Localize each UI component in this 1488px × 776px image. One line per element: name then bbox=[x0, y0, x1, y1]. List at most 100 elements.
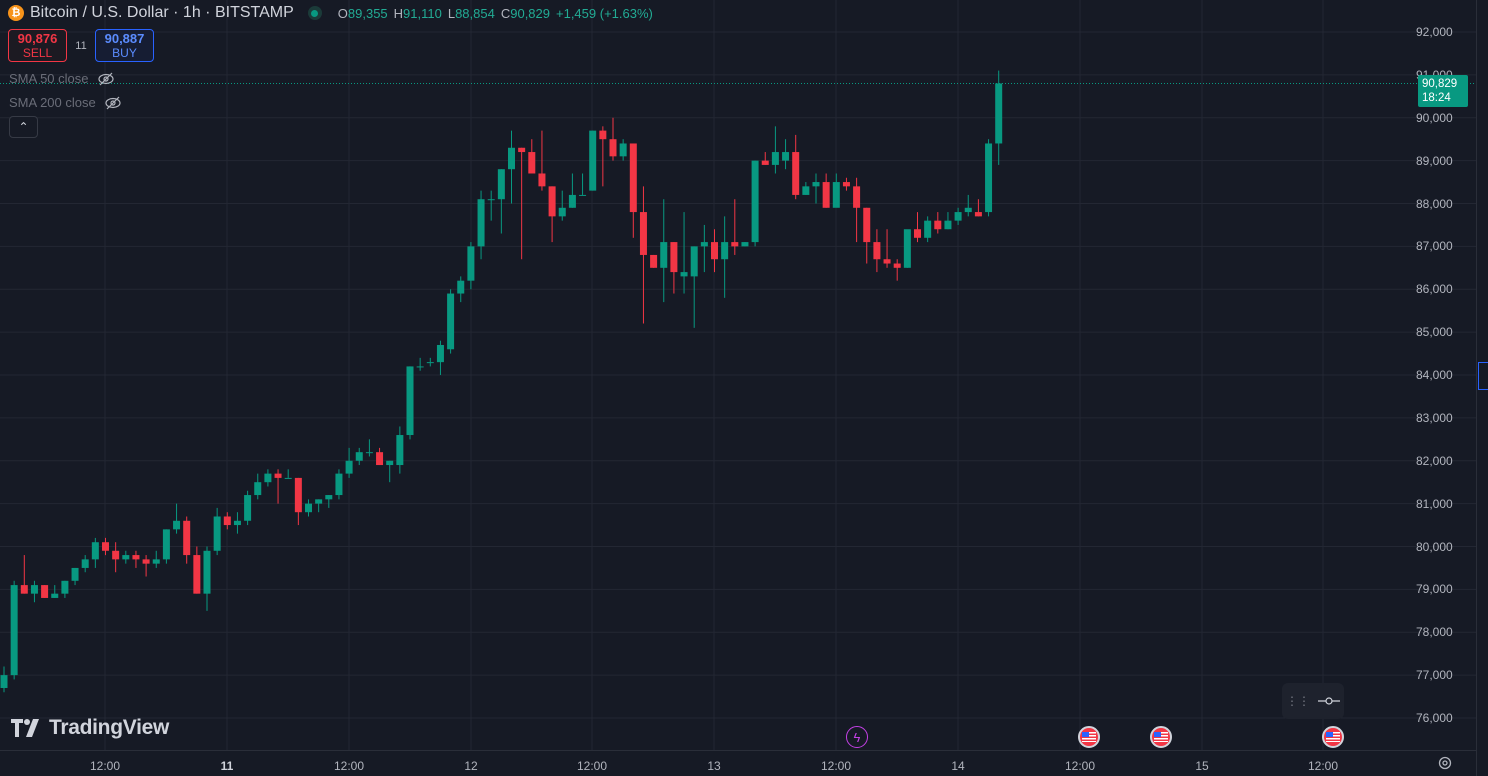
candle bbox=[832, 173, 840, 208]
settings-icon[interactable] bbox=[1437, 755, 1453, 771]
price-axis-edge[interactable] bbox=[1476, 0, 1488, 776]
candle-body bbox=[294, 477, 302, 513]
candle-body bbox=[842, 182, 850, 187]
lightning-icon[interactable]: ϟ bbox=[846, 726, 868, 748]
candle-body bbox=[122, 555, 130, 560]
candle bbox=[995, 70, 1003, 165]
candle bbox=[264, 469, 272, 487]
candle bbox=[974, 199, 982, 217]
candle-body bbox=[721, 242, 729, 260]
candle bbox=[355, 447, 363, 466]
time-tick-label: 12:00 bbox=[820, 759, 852, 773]
buy-price: 90,887 bbox=[104, 30, 145, 46]
candle bbox=[761, 152, 769, 165]
candle-body bbox=[20, 585, 28, 594]
candle-body bbox=[761, 160, 769, 165]
candle bbox=[20, 555, 28, 594]
candle-body bbox=[487, 199, 495, 201]
candle bbox=[112, 542, 120, 573]
candle bbox=[985, 139, 993, 217]
candle bbox=[660, 199, 668, 303]
candle bbox=[376, 447, 384, 466]
candle bbox=[132, 550, 140, 568]
candle-body bbox=[0, 675, 8, 688]
candle bbox=[497, 169, 505, 234]
candle-body bbox=[325, 495, 333, 500]
candle bbox=[528, 139, 536, 174]
candle-body bbox=[863, 207, 871, 243]
candle bbox=[558, 190, 566, 221]
candle bbox=[599, 126, 607, 187]
candle bbox=[102, 537, 109, 556]
tradingview-logo[interactable]: TradingView bbox=[11, 716, 169, 740]
candle bbox=[213, 507, 221, 556]
time-tick-label: 12:00 bbox=[1307, 759, 1339, 773]
sell-button[interactable]: 90,876 SELL bbox=[8, 29, 67, 62]
navigation-widget[interactable]: ⋮⋮ bbox=[1282, 683, 1344, 719]
price-tick-label: 92,000 bbox=[1416, 25, 1453, 39]
candle-body bbox=[914, 229, 921, 238]
market-status-icon[interactable] bbox=[307, 6, 322, 20]
price-tick-label: 79,000 bbox=[1416, 582, 1453, 597]
us-flag-icon[interactable] bbox=[1150, 726, 1172, 748]
candle-body bbox=[173, 520, 181, 530]
candlestick-chart[interactable] bbox=[0, 0, 1476, 750]
scale-handle[interactable] bbox=[1478, 362, 1488, 390]
tradingview-logo-icon bbox=[11, 719, 39, 737]
candle-body bbox=[680, 272, 688, 277]
price-tick-label: 76,000 bbox=[1416, 711, 1453, 725]
symbol-title[interactable]: Bitcoin / U.S. Dollar · 1h · BITSTAMP bbox=[30, 4, 294, 21]
candle-body bbox=[376, 452, 384, 466]
slider-icon[interactable] bbox=[1318, 696, 1340, 706]
candle bbox=[944, 212, 952, 230]
candle bbox=[568, 173, 576, 208]
candles bbox=[0, 70, 1003, 693]
candle bbox=[721, 216, 729, 298]
price-tick-label: 82,000 bbox=[1416, 453, 1453, 468]
candle-body bbox=[51, 593, 59, 598]
bitcoin-icon[interactable]: ₿ bbox=[8, 5, 24, 21]
candle-body bbox=[538, 173, 546, 187]
candle bbox=[436, 340, 444, 375]
time-tick-label: 11 bbox=[220, 759, 234, 773]
candle bbox=[863, 207, 871, 264]
sell-price: 90,876 bbox=[17, 30, 58, 46]
collapse-legend-button[interactable]: ⌃ bbox=[9, 116, 38, 138]
chart-pane[interactable] bbox=[0, 0, 1476, 750]
candle-body bbox=[619, 143, 627, 157]
candle-body bbox=[41, 585, 49, 598]
candle bbox=[731, 199, 739, 255]
ohlc-low: L88,854 bbox=[447, 5, 495, 21]
candle bbox=[345, 447, 353, 478]
eye-off-icon[interactable] bbox=[104, 96, 122, 110]
indicator-sma-200[interactable]: SMA 200 close bbox=[9, 95, 122, 110]
candle-body bbox=[639, 212, 647, 255]
drag-handle-icon[interactable]: ⋮⋮ bbox=[1286, 694, 1310, 708]
time-tick-label: 12:00 bbox=[89, 759, 121, 773]
candle bbox=[274, 469, 282, 504]
candle bbox=[447, 289, 455, 354]
candle-body bbox=[670, 242, 678, 273]
candle-body bbox=[426, 362, 434, 364]
candle-body bbox=[832, 182, 840, 208]
candle bbox=[741, 242, 749, 247]
candle-body bbox=[903, 229, 911, 268]
time-tick-label: 15 bbox=[1195, 759, 1209, 773]
time-axis[interactable]: 12:00 11 12:00 12 12:00 13 12:00 14 12:00 15 12:00 bbox=[0, 750, 1476, 776]
candle bbox=[142, 555, 150, 577]
price-tick-label: 86,000 bbox=[1416, 282, 1453, 297]
last-price-badge: 90,829 18:24 bbox=[1418, 75, 1468, 107]
eye-off-icon[interactable] bbox=[97, 72, 115, 86]
candle-body bbox=[518, 147, 526, 153]
candle bbox=[629, 143, 637, 238]
candle-body bbox=[436, 344, 444, 363]
candle bbox=[650, 254, 658, 268]
buy-button[interactable]: 90,887 BUY bbox=[95, 29, 154, 62]
candle bbox=[335, 469, 343, 500]
candle-body bbox=[132, 555, 140, 560]
us-flag-icon[interactable] bbox=[1322, 726, 1344, 748]
candle-body bbox=[162, 529, 170, 560]
us-flag-icon[interactable] bbox=[1078, 726, 1100, 748]
indicator-sma-50[interactable]: SMA 50 close bbox=[9, 71, 115, 86]
candle bbox=[914, 212, 921, 243]
